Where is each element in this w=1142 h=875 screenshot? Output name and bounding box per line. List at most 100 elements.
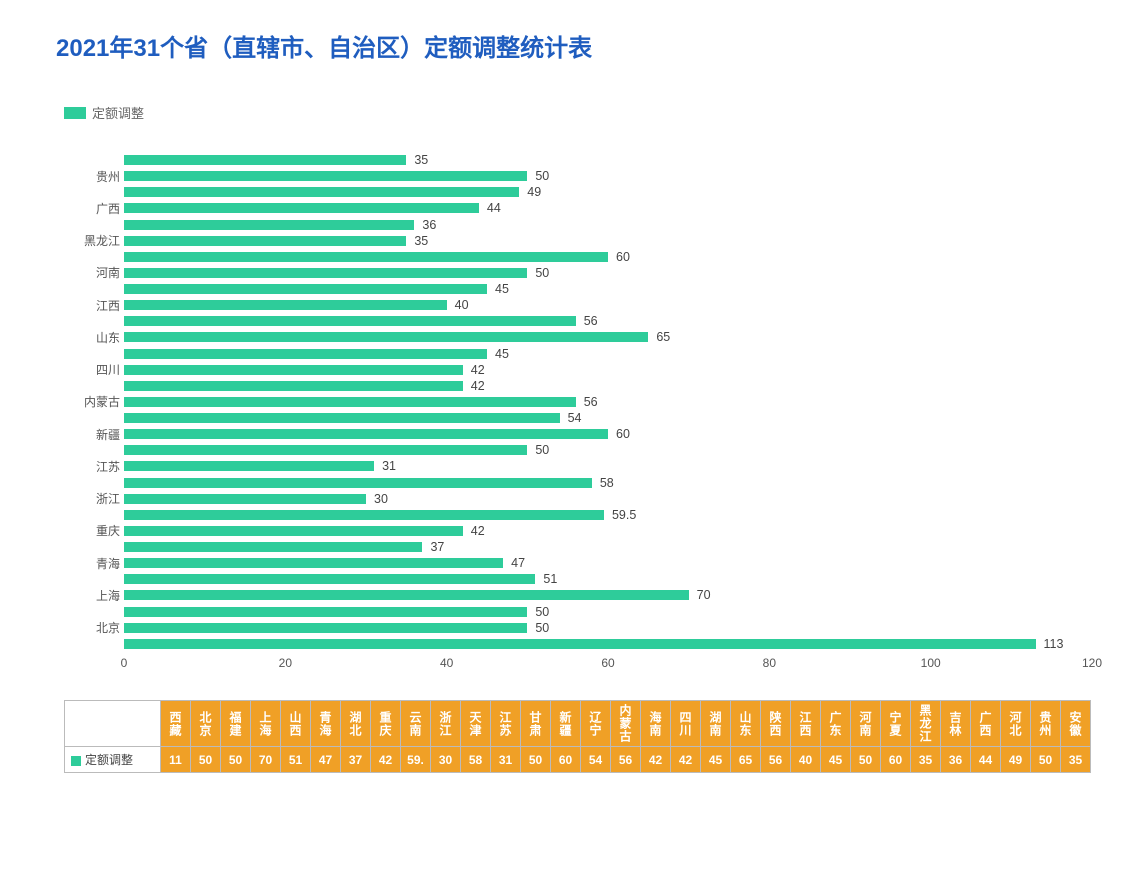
table-cell: 42	[371, 747, 401, 773]
bar-value-label: 60	[616, 427, 630, 441]
bar-row: 50	[124, 442, 1092, 458]
bar-value-label: 35	[414, 153, 428, 167]
bar-value-label: 70	[697, 588, 711, 602]
bar	[124, 316, 576, 326]
table-row-label: 定额调整	[85, 753, 133, 767]
table-cell: 11	[161, 747, 191, 773]
bar-value-label: 44	[487, 201, 501, 215]
table-col-header: 西藏	[161, 701, 191, 747]
table-cell: 50	[191, 747, 221, 773]
bar-row: 59.5	[124, 507, 1092, 523]
table-col-header: 江西	[791, 701, 821, 747]
table-col-header: 上海	[251, 701, 281, 747]
table-cell: 56	[611, 747, 641, 773]
bar-row: 47	[124, 555, 1092, 571]
bar-value-label: 42	[471, 379, 485, 393]
table-cell: 47	[311, 747, 341, 773]
table-col-header: 江苏	[491, 701, 521, 747]
bar-value-label: 51	[543, 572, 557, 586]
table-col-header: 陕西	[761, 701, 791, 747]
bar-row: 45	[124, 346, 1092, 362]
table-col-header: 青海	[311, 701, 341, 747]
bar-value-label: 50	[535, 621, 549, 635]
bar	[124, 171, 527, 181]
bar	[124, 236, 406, 246]
bar-value-label: 45	[495, 347, 509, 361]
bar	[124, 349, 487, 359]
bar	[124, 155, 406, 165]
table-col-header: 河北	[1001, 701, 1031, 747]
table-col-header: 湖南	[701, 701, 731, 747]
x-tick: 20	[279, 656, 292, 670]
bar	[124, 494, 366, 504]
bar-value-label: 56	[584, 314, 598, 328]
table-col-header: 安徽	[1061, 701, 1091, 747]
bar-value-label: 47	[511, 556, 525, 570]
table-col-header: 内蒙古	[611, 701, 641, 747]
table-cell: 42	[671, 747, 701, 773]
bar-value-label: 30	[374, 492, 388, 506]
bar	[124, 284, 487, 294]
table-col-header: 吉林	[941, 701, 971, 747]
bar	[124, 542, 422, 552]
table-cell: 30	[431, 747, 461, 773]
bar	[124, 365, 463, 375]
bar-row: 35	[124, 233, 1092, 249]
bar-row: 37	[124, 539, 1092, 555]
bar-row: 50	[124, 620, 1092, 636]
bar	[124, 510, 604, 520]
table-col-header: 浙江	[431, 701, 461, 747]
bar	[124, 187, 519, 197]
table-cell: 45	[821, 747, 851, 773]
table-cell: 35	[911, 747, 941, 773]
bar-value-label: 42	[471, 524, 485, 538]
bar-value-label: 31	[382, 459, 396, 473]
table-cell: 70	[251, 747, 281, 773]
bar-chart: 3550494436356050454056654542425654605031…	[64, 152, 1122, 682]
table-col-header: 北京	[191, 701, 221, 747]
bar	[124, 429, 608, 439]
table-col-header: 山西	[281, 701, 311, 747]
x-tick: 80	[763, 656, 776, 670]
bar	[124, 397, 576, 407]
bar	[124, 607, 527, 617]
bar-value-label: 58	[600, 476, 614, 490]
bar	[124, 574, 535, 584]
table-col-header: 四川	[671, 701, 701, 747]
table-cell: 49	[1001, 747, 1031, 773]
bar-value-label: 49	[527, 185, 541, 199]
table-cell: 40	[791, 747, 821, 773]
bar-value-label: 45	[495, 282, 509, 296]
bar-value-label: 36	[422, 218, 436, 232]
bar	[124, 590, 689, 600]
table-col-header: 新疆	[551, 701, 581, 747]
bar-row: 42	[124, 362, 1092, 378]
table-cell: 50	[221, 747, 251, 773]
bar-row: 56	[124, 313, 1092, 329]
bar-value-label: 40	[455, 298, 469, 312]
x-tick: 0	[121, 656, 128, 670]
bar-row: 60	[124, 249, 1092, 265]
bar	[124, 203, 479, 213]
table-col-header: 广西	[971, 701, 1001, 747]
table-cell: 58	[461, 747, 491, 773]
page-title: 2021年31个省（直辖市、自治区）定额调整统计表	[56, 28, 1122, 63]
bar	[124, 445, 527, 455]
bar-row: 50	[124, 168, 1092, 184]
table-col-header: 福建	[221, 701, 251, 747]
bar-row: 65	[124, 329, 1092, 345]
data-table: 西藏北京福建上海山西青海湖北重庆云南浙江天津江苏甘肃新疆辽宁内蒙古海南四川湖南山…	[64, 700, 1091, 773]
bar	[124, 413, 560, 423]
bar-value-label: 65	[656, 330, 670, 344]
x-tick: 100	[921, 656, 941, 670]
table-cell: 50	[1031, 747, 1061, 773]
legend-swatch	[64, 107, 86, 119]
table-cell: 45	[701, 747, 731, 773]
bar	[124, 623, 527, 633]
table-cell: 50	[851, 747, 881, 773]
bar-value-label: 59.5	[612, 508, 636, 522]
table-corner	[65, 701, 161, 747]
bar-row: 36	[124, 217, 1092, 233]
table-cell: 60	[881, 747, 911, 773]
table-cell: 44	[971, 747, 1001, 773]
